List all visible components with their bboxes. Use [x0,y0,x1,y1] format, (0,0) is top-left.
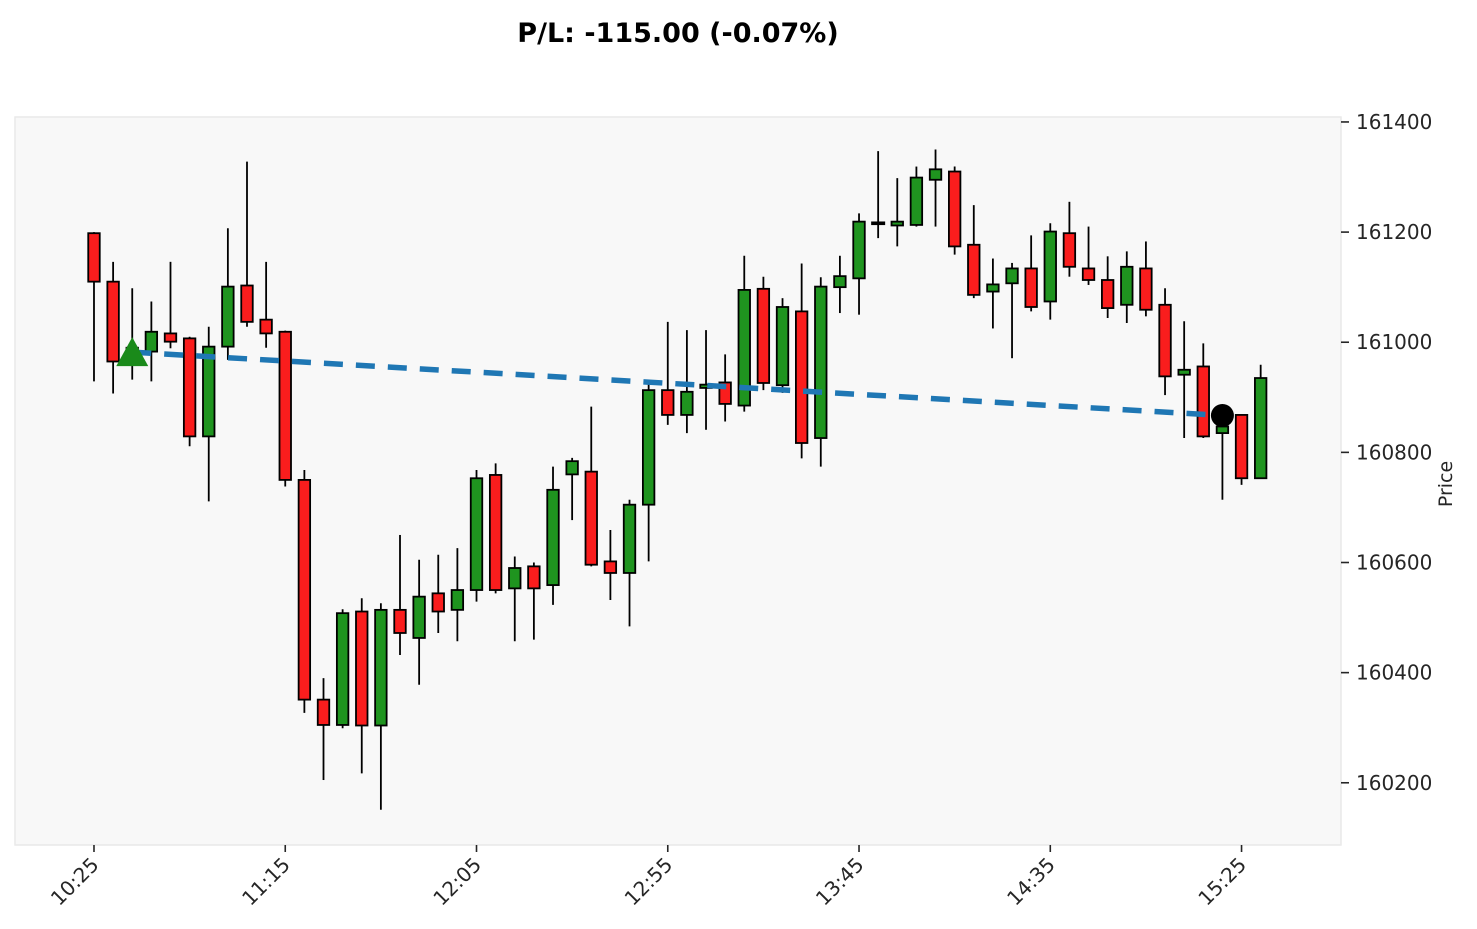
x-tick-label: 12:55 [620,853,678,911]
candle-body-12:15 [508,567,522,590]
candle-body-10:25 [87,232,101,283]
candle-body-14:35 [1043,230,1057,303]
y-tick-label: 160400 [1356,661,1432,685]
candle-body-10:50 [182,337,197,438]
candle-body-14:40 [1062,232,1077,268]
candle-body-11:30 [335,612,350,726]
candle-body-14:10 [948,170,962,248]
y-tick-label: 161200 [1356,220,1432,244]
candle-body-13:30 [794,310,809,444]
candle-body-12:10 [488,474,503,591]
candle-body-13:45 [852,220,866,280]
candle-body-11:20 [297,478,312,701]
x-tick-label: 15:25 [1193,853,1251,911]
candle-body-15:10 [1177,368,1191,376]
candle-body-11:35 [355,610,369,727]
candle-body-12:50 [641,389,656,506]
y-tick-label: 160200 [1356,771,1432,795]
candle-body-14:55 [1120,265,1134,306]
candle-body-13:55 [890,220,904,227]
candle-body-11:40 [374,608,388,727]
x-tick-label: 12:05 [428,853,486,911]
candle-body-12:05 [469,477,484,591]
candle-body-12:20 [527,565,541,590]
y-tick-label: 160800 [1356,440,1432,464]
candle-body-11:05 [240,284,254,323]
pl-title: P/L: -115.00 (-0.07%) [517,18,839,49]
candle-body-14:20 [986,283,1000,293]
candle-body-11:25 [316,698,331,726]
candle-body-12:55 [661,389,675,416]
candle-body-10:30 [106,280,120,363]
candle-body-13:00 [680,390,694,416]
candle-body-14:30 [1024,267,1038,308]
candle-body-15:15 [1196,365,1210,438]
exit-marker-icon [1210,403,1234,427]
candle-body-12:45 [622,503,637,574]
candle-doji-13:50 [871,221,886,226]
candle-body-13:40 [833,275,847,289]
candle-body-12:00 [450,589,465,611]
candle-body-10:40 [144,330,159,353]
candle-body-14:50 [1101,279,1115,309]
candle-body-13:35 [814,285,828,439]
entry-marker-icon [116,337,149,367]
candle-body-15:30 [1254,377,1268,480]
y-tick-label: 160600 [1356,551,1432,575]
candle-body-11:50 [412,595,426,639]
candle-body-10:45 [163,332,178,343]
candle-body-13:25 [775,306,790,387]
candle-body-14:15 [967,243,981,296]
candle-body-15:05 [1158,303,1172,378]
candle-body-11:10 [259,318,273,335]
candle-body-13:10 [718,381,732,405]
candle-body-14:05 [928,168,943,181]
candle-body-14:45 [1081,267,1096,281]
candle-body-11:45 [393,608,407,634]
candle-body-11:55 [431,592,445,613]
candle-body-15:20 [1215,425,1230,434]
candle-body-13:15 [737,289,751,407]
x-tick-label: 13:45 [811,853,869,911]
y-axis-label: Price [1435,461,1457,507]
candle-body-11:15 [278,330,292,481]
candle-body-14:25 [1005,267,1019,285]
trade-line [132,349,1223,419]
candle-body-15:25 [1234,414,1249,480]
plot-area [14,116,1342,846]
candle-body-12:25 [546,488,560,586]
y-tick-label: 161000 [1356,330,1432,354]
candle-body-12:35 [584,470,598,566]
x-tick-label: 10:25 [46,853,104,911]
candle-body-12:40 [603,560,618,574]
x-tick-label: 11:15 [237,853,295,911]
candle-body-11:00 [221,285,235,348]
y-tick-label: 161400 [1356,110,1432,134]
candle-body-13:20 [756,287,771,384]
candle-body-10:55 [202,345,216,438]
candle-body-15:00 [1139,267,1153,311]
candle-body-14:00 [909,176,924,226]
candle-body-12:30 [565,460,579,476]
x-tick-label: 14:35 [1002,853,1060,911]
